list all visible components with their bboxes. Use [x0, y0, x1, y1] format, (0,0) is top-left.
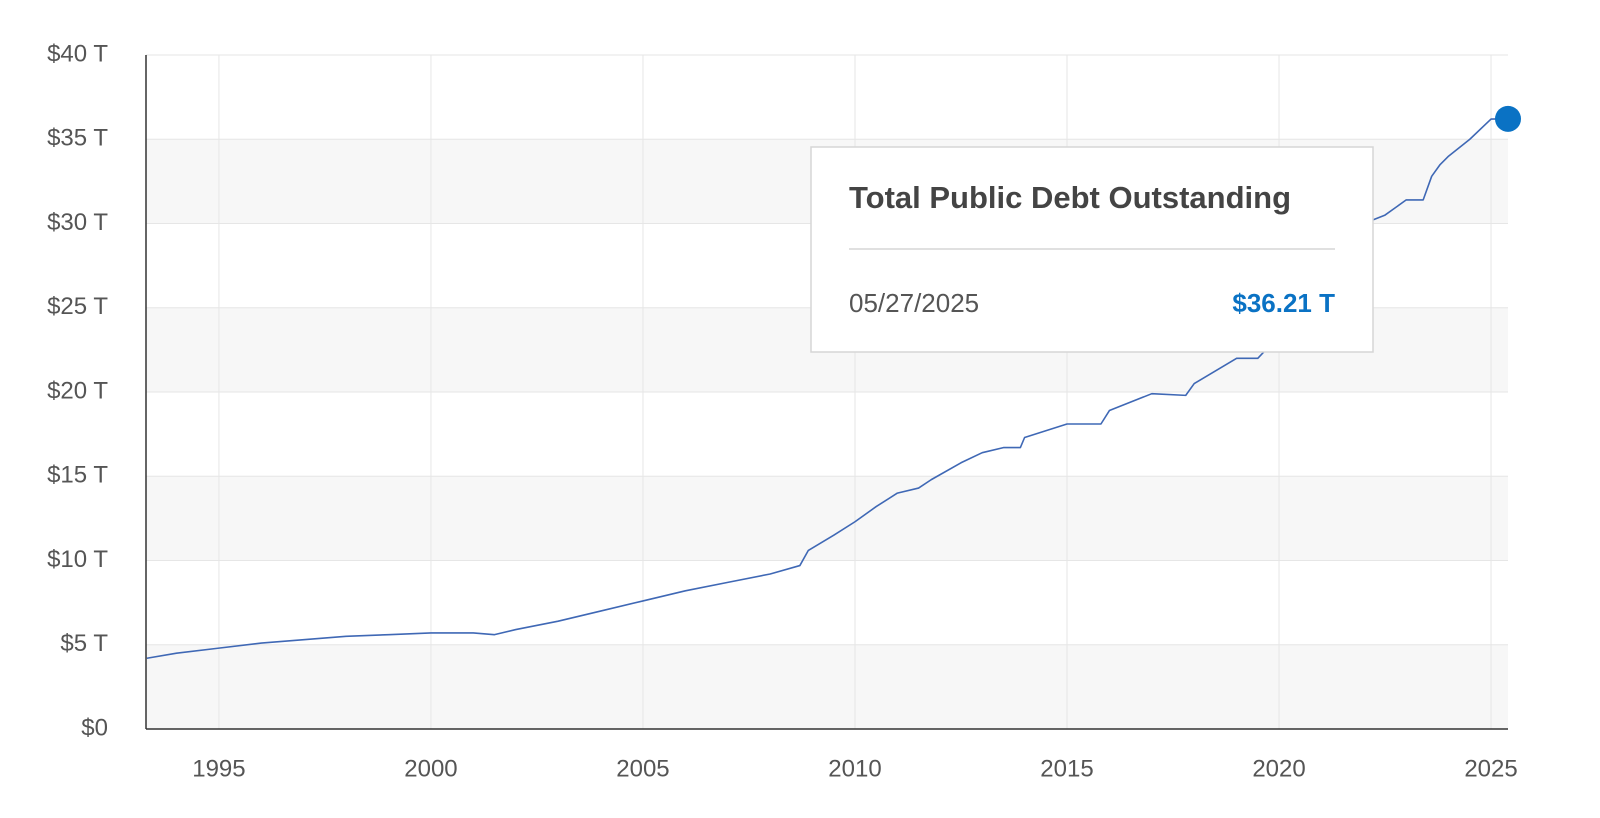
x-tick-label: 2010 — [828, 755, 881, 782]
x-tick-label: 2000 — [404, 755, 457, 782]
y-tick-label: $40 T — [47, 40, 108, 67]
highlight-point — [1495, 105, 1521, 132]
tooltip-date: 05/27/2025 — [849, 288, 979, 318]
y-tick-label: $5 T — [60, 630, 108, 657]
x-tick-label: 2005 — [616, 755, 669, 782]
y-tick-label: $15 T — [47, 462, 108, 489]
y-tick-label: $25 T — [47, 293, 108, 320]
y-tick-label: $0 — [81, 714, 108, 741]
y-tick-label: $30 T — [47, 209, 108, 236]
y-tick-label: $35 T — [47, 125, 108, 152]
y-tick-label: $10 T — [47, 546, 108, 573]
y-tick-label: $20 T — [47, 377, 108, 404]
grid-band — [146, 644, 1508, 729]
x-tick-label: 2020 — [1252, 755, 1305, 782]
tooltip-title: Total Public Debt Outstanding — [849, 180, 1291, 215]
tooltip-value: $36.21 T — [1232, 288, 1335, 318]
grid-band — [146, 476, 1508, 561]
x-tick-label: 2025 — [1464, 755, 1517, 782]
x-tick-label: 2015 — [1040, 755, 1093, 782]
tooltip: Total Public Debt Outstanding 05/27/2025… — [810, 146, 1374, 353]
x-tick-label: 1995 — [192, 755, 245, 782]
